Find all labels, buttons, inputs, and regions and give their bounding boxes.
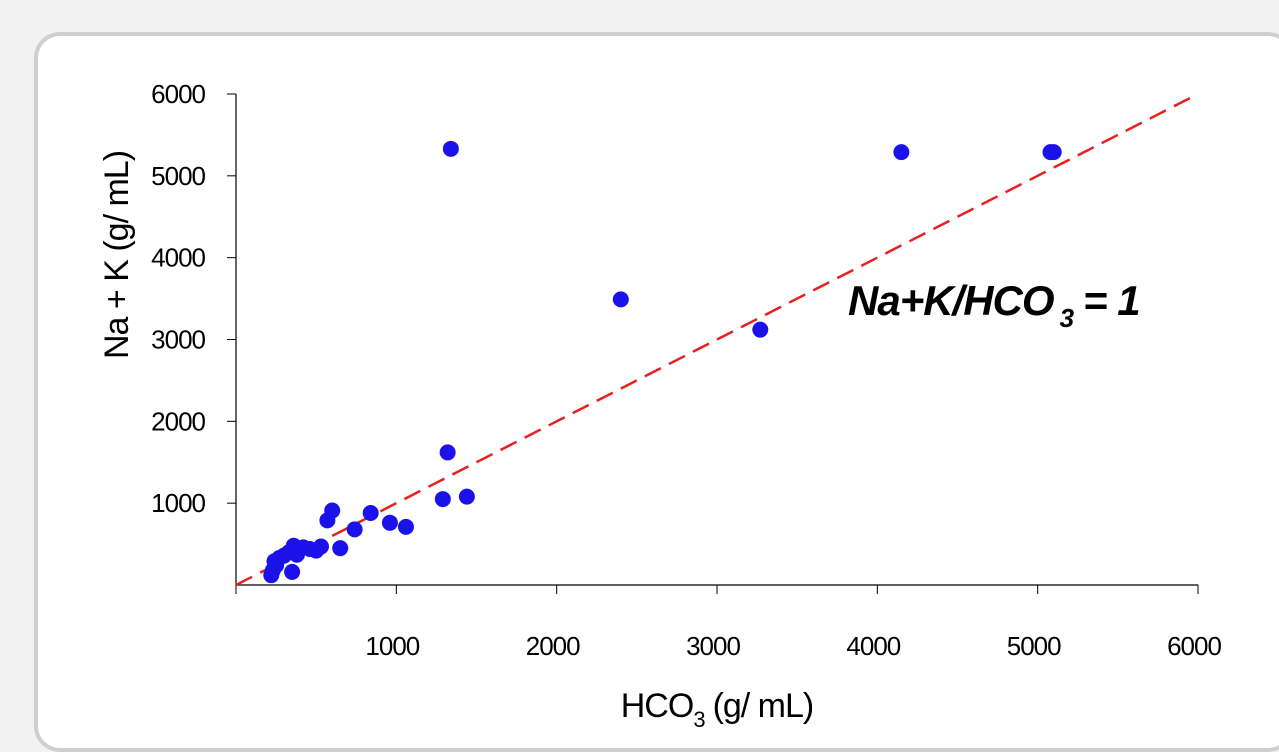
x-tick-label: 2000 xyxy=(526,631,580,661)
data-point xyxy=(397,518,414,535)
reference-line-1to1 xyxy=(235,92,1199,587)
x-axis-title: HCO3 (g/ mL) xyxy=(621,687,814,732)
data-point xyxy=(346,521,363,538)
data-point xyxy=(442,140,459,157)
reference-line-group xyxy=(235,92,1199,587)
data-point xyxy=(332,540,349,557)
y-tick-label: 1000 xyxy=(151,488,205,518)
x-axis-title-main: HCO xyxy=(621,687,694,725)
data-point xyxy=(439,444,456,461)
x-axis-title-subscript: 3 xyxy=(693,707,705,732)
ratio-annotation-subscript: 3 xyxy=(1060,303,1075,333)
data-point xyxy=(362,504,379,521)
x-tick-label: 5000 xyxy=(1007,631,1061,661)
ratio-annotation-tail: = 1 xyxy=(1083,277,1140,324)
ratio-annotation: Na+K/HCO 3 = 1 xyxy=(848,277,1140,333)
data-point xyxy=(381,514,398,531)
x-axis-title-unit: (g/ mL) xyxy=(713,687,814,725)
data-point xyxy=(434,491,451,508)
y-tick-label: 2000 xyxy=(151,406,205,436)
data-point xyxy=(312,538,329,555)
data-point xyxy=(284,563,301,580)
x-tick-label: 3000 xyxy=(686,631,740,661)
data-point xyxy=(458,488,475,505)
chart-frame xyxy=(34,32,1279,752)
data-point xyxy=(324,502,341,519)
y-tick-label: 3000 xyxy=(151,325,205,355)
data-point xyxy=(612,291,629,308)
y-tick-label: 5000 xyxy=(151,161,205,191)
data-point xyxy=(752,321,769,338)
data-point xyxy=(1045,144,1062,161)
data-point xyxy=(893,144,910,161)
ticks: 1000 2000 3000 4000 5000 6000 1000 2000 3000 4000… xyxy=(151,79,1222,661)
y-tick-label: 6000 xyxy=(151,79,205,109)
x-tick-label: 4000 xyxy=(846,631,900,661)
y-axis-title: Na + K (g/ mL) xyxy=(98,151,136,359)
data-points xyxy=(263,140,1062,584)
y-tick-label: 4000 xyxy=(151,243,205,273)
ratio-annotation-main: Na+K/HCO xyxy=(848,277,1054,324)
x-tick-label: 1000 xyxy=(365,631,419,661)
x-tick-label: 6000 xyxy=(1167,631,1221,661)
